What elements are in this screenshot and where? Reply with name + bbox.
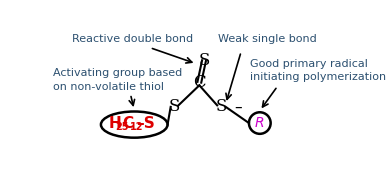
Text: Reactive double bond: Reactive double bond	[72, 35, 193, 45]
Text: Activating group based
on non-volatile thiol: Activating group based on non-volatile t…	[53, 68, 182, 92]
Text: H: H	[109, 116, 122, 131]
Text: Good primary radical
initiating polymerization: Good primary radical initiating polymeri…	[250, 59, 387, 82]
Text: –S: –S	[136, 116, 155, 131]
Text: S: S	[169, 98, 180, 115]
Text: C: C	[193, 74, 206, 91]
Text: 25: 25	[116, 122, 129, 132]
Text: S: S	[198, 52, 210, 69]
Text: S: S	[215, 98, 227, 115]
Text: R: R	[255, 116, 265, 130]
Text: Weak single bond: Weak single bond	[218, 35, 317, 45]
Text: 12: 12	[130, 122, 143, 132]
Text: C: C	[123, 116, 134, 131]
Text: –: –	[234, 99, 242, 114]
